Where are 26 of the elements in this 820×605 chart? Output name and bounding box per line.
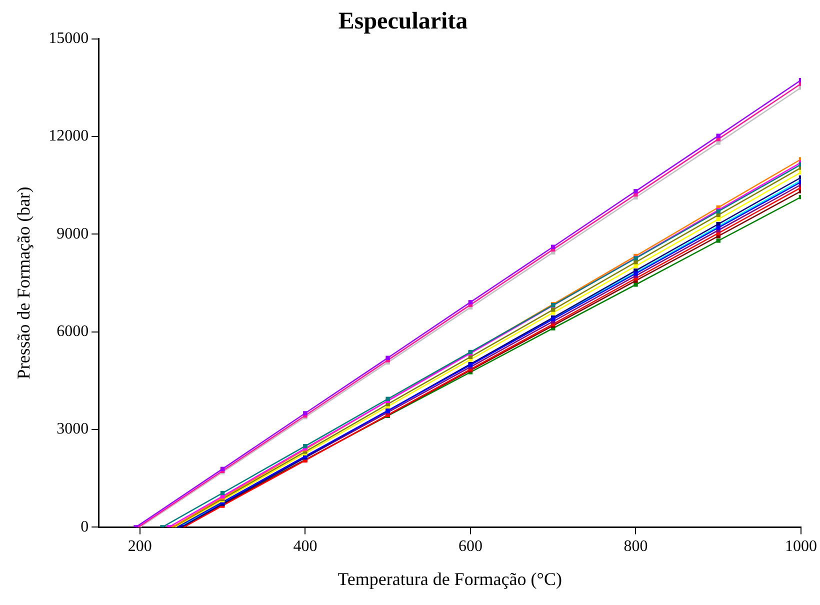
y-tick-label: 15000 (48, 30, 89, 48)
point (634, 260, 638, 264)
x-tick-label: 600 (458, 538, 482, 556)
y-tick-label: 0 (80, 518, 89, 536)
y-tick-label: 3000 (56, 420, 89, 438)
x-tick-label: 400 (293, 538, 318, 556)
chart-title: Especularita (338, 8, 468, 35)
point (550, 308, 556, 312)
point (716, 140, 720, 145)
x-tick-label: 800 (624, 538, 648, 556)
x-tick-label: 200 (128, 538, 152, 556)
y-tick-label: 9000 (56, 225, 89, 242)
x-tick-label: 1000 (785, 538, 817, 556)
point (468, 300, 473, 304)
point (386, 356, 390, 360)
point (303, 444, 308, 448)
point (716, 134, 720, 138)
y-tick-label: 6000 (56, 323, 89, 340)
point (716, 238, 720, 243)
point (716, 217, 720, 222)
y-axis-title: Pressão de Formação (bar) (14, 186, 34, 380)
point (634, 189, 638, 194)
point (550, 244, 556, 249)
y-tick-label: 12000 (48, 128, 89, 145)
point (303, 411, 308, 416)
x-axis-title: Temperatura de Formação (°C) (338, 568, 562, 589)
